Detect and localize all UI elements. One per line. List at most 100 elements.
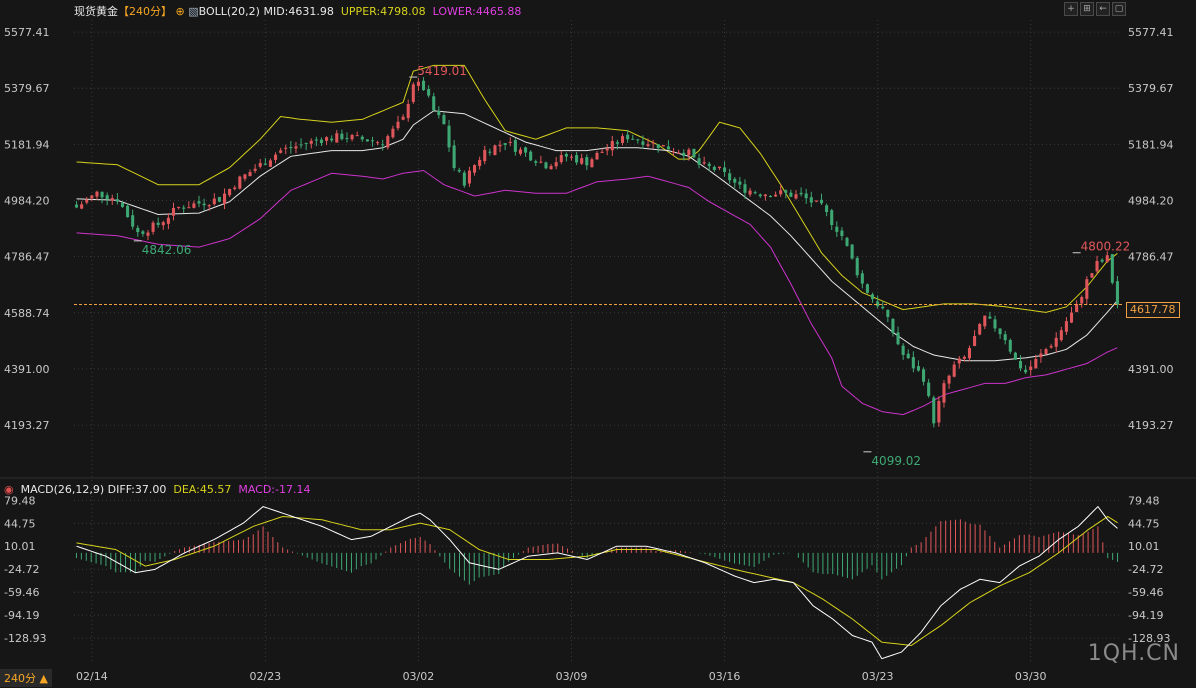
candle-body bbox=[967, 348, 972, 359]
candle-body bbox=[136, 227, 140, 233]
candle-body bbox=[233, 187, 237, 190]
candle-body bbox=[197, 201, 201, 204]
candle-body bbox=[365, 139, 369, 142]
macd-y-tick-right: -24.72 bbox=[1128, 563, 1163, 576]
macd-settings-icon[interactable]: ◉ bbox=[4, 483, 14, 496]
candle-body bbox=[840, 230, 844, 237]
candle-body bbox=[513, 140, 517, 152]
candle-body bbox=[1029, 366, 1033, 371]
y-tick-left: 4984.20 bbox=[4, 195, 50, 208]
macd-y-tick-left: -24.72 bbox=[4, 563, 39, 576]
candle-body bbox=[319, 139, 323, 144]
candle-body bbox=[819, 199, 824, 204]
dea-line bbox=[76, 515, 1118, 647]
macd-y-tick-right: 44.75 bbox=[1128, 517, 1160, 530]
y-tick-left: 5577.41 bbox=[4, 26, 50, 39]
candle-body bbox=[345, 138, 349, 140]
candle-body bbox=[763, 194, 767, 197]
x-tick-label: 03/23 bbox=[862, 670, 894, 683]
candle-body bbox=[467, 170, 471, 184]
candle-body bbox=[1080, 297, 1084, 304]
candle-body bbox=[401, 116, 405, 120]
candle-body bbox=[631, 138, 635, 140]
macd-y-tick-right: -94.19 bbox=[1128, 609, 1163, 622]
macd-y-tick-right: -128.93 bbox=[1128, 632, 1170, 645]
boll-layer bbox=[76, 64, 1118, 416]
candle-body bbox=[575, 155, 579, 163]
fullscreen-icon[interactable]: ▢ bbox=[1112, 2, 1126, 16]
candle-body bbox=[274, 154, 278, 160]
candle-body bbox=[151, 222, 155, 232]
candle-body bbox=[1100, 259, 1104, 262]
candle-body bbox=[498, 144, 502, 147]
x-tick-label: 03/16 bbox=[709, 670, 741, 683]
low-label: 4842.06 bbox=[142, 243, 192, 257]
macd-y-tick-left: -94.19 bbox=[4, 609, 39, 622]
macd-value: MACD:-17.14 bbox=[238, 483, 311, 496]
candle-body bbox=[814, 200, 818, 202]
crosshair-icon[interactable]: + bbox=[1064, 2, 1078, 16]
candle-body bbox=[728, 173, 732, 181]
candle-body bbox=[166, 217, 170, 224]
candle-body bbox=[156, 222, 160, 225]
candle-body bbox=[253, 168, 257, 171]
boll-label[interactable]: BOLL(20,2) bbox=[198, 5, 260, 18]
candle-body bbox=[217, 197, 221, 202]
candle-body bbox=[850, 244, 854, 259]
candle-body bbox=[1024, 369, 1028, 373]
candle-body bbox=[539, 161, 543, 163]
candle-body bbox=[258, 162, 262, 167]
high-label: 4800.22 bbox=[1081, 240, 1131, 254]
candle-body bbox=[411, 84, 415, 102]
candle-body bbox=[758, 194, 762, 197]
y-tick-left: 4588.74 bbox=[4, 307, 50, 320]
candle-body bbox=[304, 143, 308, 145]
period-label[interactable]: 【240分】 bbox=[118, 5, 172, 18]
watermark: 1QH.CN bbox=[1087, 641, 1180, 666]
boll-lower-line bbox=[76, 169, 1118, 416]
candle-body bbox=[279, 150, 283, 153]
candle-body bbox=[636, 139, 640, 141]
candle-body bbox=[569, 156, 574, 158]
candle-body bbox=[141, 231, 145, 234]
candle-body bbox=[457, 169, 461, 172]
candle-body bbox=[692, 148, 696, 158]
y-tick-right: 4984.20 bbox=[1128, 195, 1174, 208]
macd-layer bbox=[75, 505, 1119, 660]
candle-body bbox=[600, 151, 604, 153]
candle-body bbox=[876, 301, 880, 307]
back-icon[interactable]: ← bbox=[1096, 2, 1110, 16]
candle-body bbox=[202, 203, 206, 206]
y-tick-right: 4786.47 bbox=[1128, 251, 1174, 264]
candle-body bbox=[314, 139, 318, 141]
candle-body bbox=[340, 133, 344, 140]
y-tick-right: 4391.00 bbox=[1128, 363, 1174, 376]
candle-body bbox=[120, 202, 125, 207]
candle-layer bbox=[75, 77, 1119, 428]
candle-body bbox=[1075, 303, 1079, 313]
candle-body bbox=[529, 151, 533, 161]
macd-label[interactable]: MACD(26,12,9) bbox=[20, 483, 105, 496]
boll-lower: LOWER:4465.88 bbox=[432, 5, 522, 18]
add-indicator-icon[interactable]: ⊕ bbox=[175, 5, 185, 18]
candle-body bbox=[641, 141, 645, 145]
candle-body bbox=[620, 136, 625, 143]
grid-layer bbox=[0, 20, 1196, 662]
instrument-name: 现货黄金 bbox=[74, 5, 118, 18]
candle-body bbox=[983, 315, 987, 327]
candle-body bbox=[126, 205, 130, 218]
candle-body bbox=[294, 146, 298, 149]
zoom-icon[interactable]: ⊞ bbox=[1080, 2, 1094, 16]
candle-body bbox=[1085, 279, 1089, 299]
candle-body bbox=[661, 145, 665, 147]
candle-body bbox=[518, 149, 522, 154]
candle-body bbox=[993, 319, 997, 329]
candle-body bbox=[1034, 358, 1038, 369]
low-label: 4099.02 bbox=[871, 454, 921, 468]
candle-body bbox=[886, 309, 890, 317]
candle-body bbox=[85, 199, 89, 203]
candle-body bbox=[131, 215, 135, 227]
candle-body bbox=[825, 205, 829, 213]
macd-y-tick-left: 10.01 bbox=[4, 540, 36, 553]
period-selector[interactable]: 240分 ▲ bbox=[0, 669, 52, 687]
